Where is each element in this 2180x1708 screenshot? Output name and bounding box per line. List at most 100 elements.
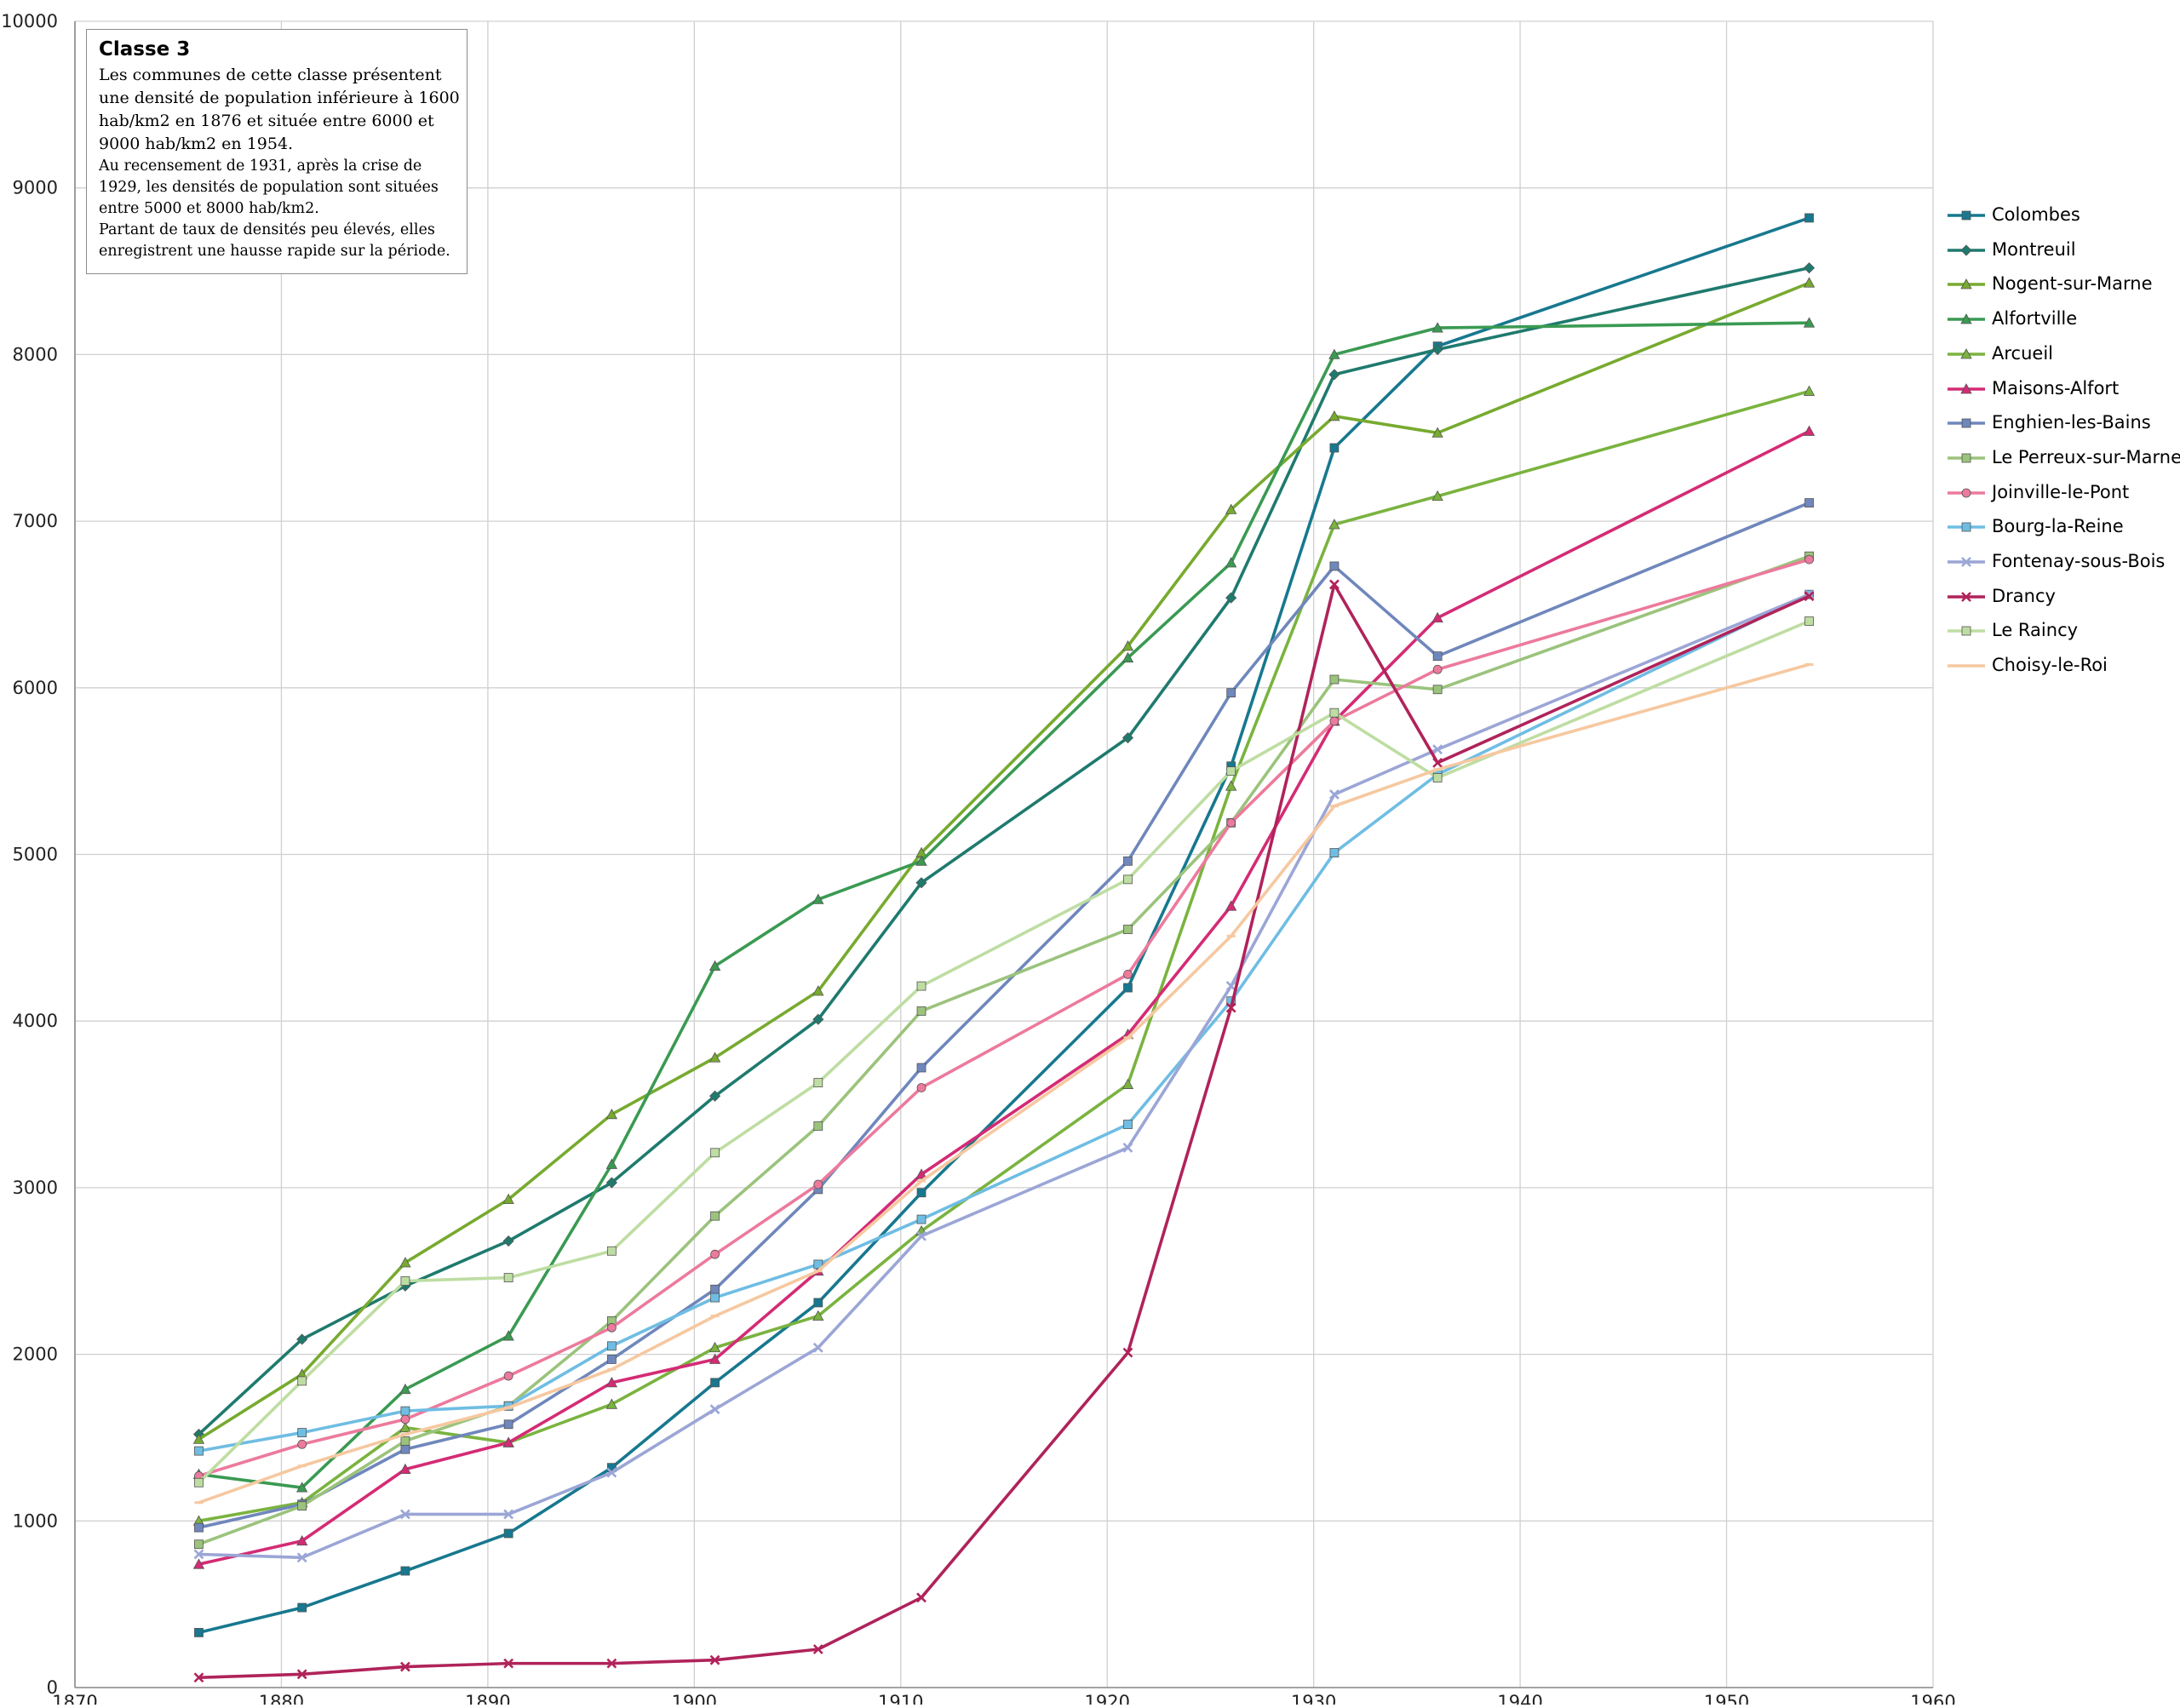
data-point [1803, 262, 1816, 274]
data-point [916, 1063, 926, 1073]
series-line [198, 389, 1810, 1523]
legend-label: Montreuil [1992, 238, 2076, 260]
data-point-stroke [503, 1658, 514, 1669]
annotation-title: Classe 3 [99, 38, 191, 60]
data-point [813, 1078, 823, 1088]
data-point [813, 1259, 823, 1270]
annotation-line: une densité de population inférieure à 1… [99, 89, 460, 107]
x-tick-label: 1890 [465, 1692, 510, 1705]
data-point [916, 1214, 926, 1224]
data-point [1225, 780, 1237, 791]
series-line [198, 216, 1810, 1635]
data-point [916, 981, 926, 991]
data-point-stroke [1225, 1002, 1236, 1013]
data-point-stroke [916, 1230, 926, 1241]
data-point [1225, 900, 1237, 911]
data-point [297, 1501, 307, 1511]
data-point [503, 1509, 514, 1520]
data-point [1803, 317, 1816, 328]
x-tick-label: 1870 [52, 1692, 97, 1705]
legend-label: Joinville-le-Pont [1992, 481, 2130, 502]
legend-item: Le Raincy [1946, 618, 2167, 644]
series-alfortville [192, 317, 1816, 1493]
series-drancy [193, 579, 1815, 1683]
legend-swatch [1948, 244, 1985, 256]
data-point [709, 1404, 720, 1415]
legend-label: Alfortville [1992, 308, 2078, 330]
data-point [1961, 453, 1971, 463]
x-tick-label: 1910 [878, 1692, 923, 1705]
data-point [1961, 591, 1971, 602]
y-tick-label: 0 [47, 1677, 58, 1698]
legend-item: Enghien-les-Bains [1946, 410, 2167, 436]
legend-label: Choisy-le-Roi [1992, 655, 2108, 676]
legend-label: Fontenay-sous-Bois [1992, 551, 2166, 571]
data-point [1960, 313, 1972, 324]
x-tick-label: 1950 [1704, 1692, 1749, 1705]
legend-item: Nogent-sur-Marne [1946, 272, 2167, 297]
data-point [1804, 591, 1815, 602]
data-point [1961, 557, 1971, 567]
data-point [1225, 1002, 1236, 1013]
data-point [1122, 1078, 1134, 1089]
data-point [606, 1355, 617, 1364]
data-point [605, 1177, 617, 1189]
legend-label: Enghien-les-Bains [1992, 412, 2151, 433]
data-point [1961, 626, 1971, 636]
data-point-stroke [503, 1509, 514, 1520]
series-line [198, 266, 1810, 1436]
annotation-box: Classe 3 Les communes de cette classe pr… [86, 29, 468, 274]
legend-swatch [1948, 382, 1985, 393]
data-point [1803, 385, 1816, 396]
data-point [606, 1658, 617, 1669]
data-point [812, 985, 824, 996]
data-point [916, 1083, 926, 1092]
data-point [813, 1179, 823, 1189]
data-point [1225, 981, 1236, 992]
data-point [296, 1534, 308, 1546]
data-point [710, 1292, 720, 1303]
y-tick-label: 2000 [13, 1344, 58, 1365]
legend-swatch [1948, 418, 1985, 428]
series-line [198, 593, 1810, 1560]
data-point [297, 1439, 307, 1449]
data-point [194, 1522, 204, 1533]
data-point [1432, 744, 1443, 755]
data-point-stroke [1432, 744, 1443, 755]
data-point [916, 1188, 926, 1198]
series-nogent-sur-marne [192, 277, 1816, 1444]
legend-swatch [1948, 557, 1985, 567]
data-point-stroke [709, 1654, 720, 1665]
y-tick-label: 3000 [13, 1178, 58, 1198]
x-tick-label: 1960 [1910, 1692, 1955, 1705]
legend-item: Colombes [1946, 203, 2167, 228]
data-point [1226, 817, 1236, 828]
data-point [1804, 554, 1814, 565]
series-choisy-le-roi [194, 662, 1814, 1505]
data-point [296, 1669, 307, 1680]
data-point [1329, 708, 1340, 718]
series-le-perreux-sur-marne [194, 551, 1814, 1550]
data-point-stroke [193, 1549, 204, 1560]
data-point [296, 1482, 308, 1493]
series-line [198, 281, 1810, 1441]
data-point-stroke [606, 1658, 617, 1669]
data-point [915, 855, 927, 866]
legend-label: Arcueil [1992, 342, 2053, 364]
data-point [1431, 322, 1443, 333]
data-point-stroke [709, 1404, 720, 1415]
data-point [502, 1436, 514, 1447]
legend-swatch [1948, 626, 1985, 636]
legend-item: Drancy [1946, 584, 2167, 610]
data-point [1329, 674, 1340, 685]
data-point [193, 1549, 204, 1560]
data-point-stroke [1432, 757, 1443, 768]
data-point [297, 1428, 307, 1437]
legend-item: Choisy-le-Roi [1946, 653, 2167, 679]
data-point [1226, 688, 1236, 698]
legend-label: Maisons-Alfort [1992, 377, 2120, 398]
axes: 1870 1880 1890 1900 1910 1920 1930 1940 1950 1960… [1, 11, 1956, 1708]
annotation-line: Les communes de cette classe présentent [99, 66, 442, 84]
x-tick-label: 1920 [1084, 1692, 1129, 1705]
data-point [1328, 789, 1340, 800]
